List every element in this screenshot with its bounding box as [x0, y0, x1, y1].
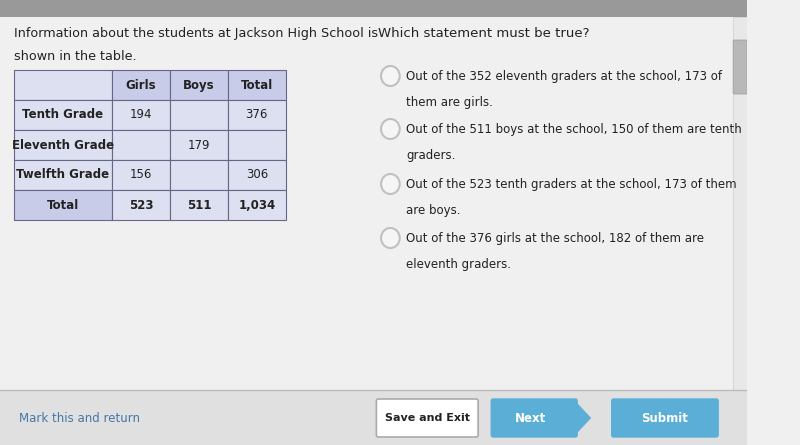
- FancyBboxPatch shape: [733, 40, 747, 94]
- Text: are boys.: are boys.: [406, 204, 461, 217]
- Text: 179: 179: [188, 138, 210, 151]
- Bar: [14, 100, 112, 130]
- Text: Submit: Submit: [642, 412, 688, 425]
- Text: Girls: Girls: [126, 78, 156, 92]
- Text: Save and Exit: Save and Exit: [385, 413, 470, 423]
- Text: 156: 156: [130, 169, 152, 182]
- Text: Total: Total: [241, 78, 273, 92]
- Bar: [14, 130, 112, 160]
- FancyBboxPatch shape: [612, 399, 718, 437]
- Bar: [14, 160, 112, 190]
- Bar: [112, 100, 170, 130]
- Bar: [112, 190, 170, 220]
- FancyBboxPatch shape: [491, 399, 577, 437]
- Text: Out of the 523 tenth graders at the school, 173 of them: Out of the 523 tenth graders at the scho…: [406, 178, 737, 191]
- Bar: [228, 160, 286, 190]
- Text: Mark this and return: Mark this and return: [18, 412, 140, 425]
- Bar: [112, 70, 170, 100]
- Bar: [228, 130, 286, 160]
- Text: eleventh graders.: eleventh graders.: [406, 258, 511, 271]
- Text: 376: 376: [246, 109, 268, 121]
- Text: Out of the 511 boys at the school, 150 of them are tenth: Out of the 511 boys at the school, 150 o…: [406, 123, 742, 136]
- Text: Next: Next: [515, 412, 546, 425]
- Bar: [112, 130, 170, 160]
- Bar: [228, 70, 286, 100]
- Bar: [170, 190, 228, 220]
- Text: Which statement must be true?: Which statement must be true?: [378, 27, 590, 40]
- Circle shape: [381, 66, 400, 86]
- Text: Total: Total: [47, 198, 79, 211]
- Text: Tenth Grade: Tenth Grade: [22, 109, 104, 121]
- Text: graders.: graders.: [406, 149, 456, 162]
- Bar: [112, 160, 170, 190]
- Circle shape: [381, 228, 400, 248]
- Circle shape: [381, 174, 400, 194]
- Bar: [170, 160, 228, 190]
- Text: Eleventh Grade: Eleventh Grade: [12, 138, 114, 151]
- Text: 194: 194: [130, 109, 152, 121]
- Bar: [228, 100, 286, 130]
- Bar: [170, 70, 228, 100]
- Bar: [228, 190, 286, 220]
- Bar: [733, 17, 747, 390]
- Text: Twelfth Grade: Twelfth Grade: [17, 169, 110, 182]
- Bar: [170, 100, 228, 130]
- Text: 523: 523: [129, 198, 154, 211]
- Bar: [0, 390, 747, 445]
- FancyBboxPatch shape: [376, 399, 478, 437]
- Bar: [0, 0, 747, 17]
- Text: 306: 306: [246, 169, 268, 182]
- Text: Boys: Boys: [183, 78, 214, 92]
- Text: them are girls.: them are girls.: [406, 96, 493, 109]
- Bar: [170, 130, 228, 160]
- Text: shown in the table.: shown in the table.: [14, 50, 137, 63]
- Bar: [14, 70, 112, 100]
- Text: 511: 511: [186, 198, 211, 211]
- Bar: [14, 190, 112, 220]
- Polygon shape: [574, 401, 590, 435]
- Text: Out of the 376 girls at the school, 182 of them are: Out of the 376 girls at the school, 182 …: [406, 232, 704, 245]
- Text: Out of the 352 eleventh graders at the school, 173 of: Out of the 352 eleventh graders at the s…: [406, 70, 722, 83]
- Text: Information about the students at Jackson High School is: Information about the students at Jackso…: [14, 27, 378, 40]
- Text: 1,034: 1,034: [238, 198, 275, 211]
- Circle shape: [381, 119, 400, 139]
